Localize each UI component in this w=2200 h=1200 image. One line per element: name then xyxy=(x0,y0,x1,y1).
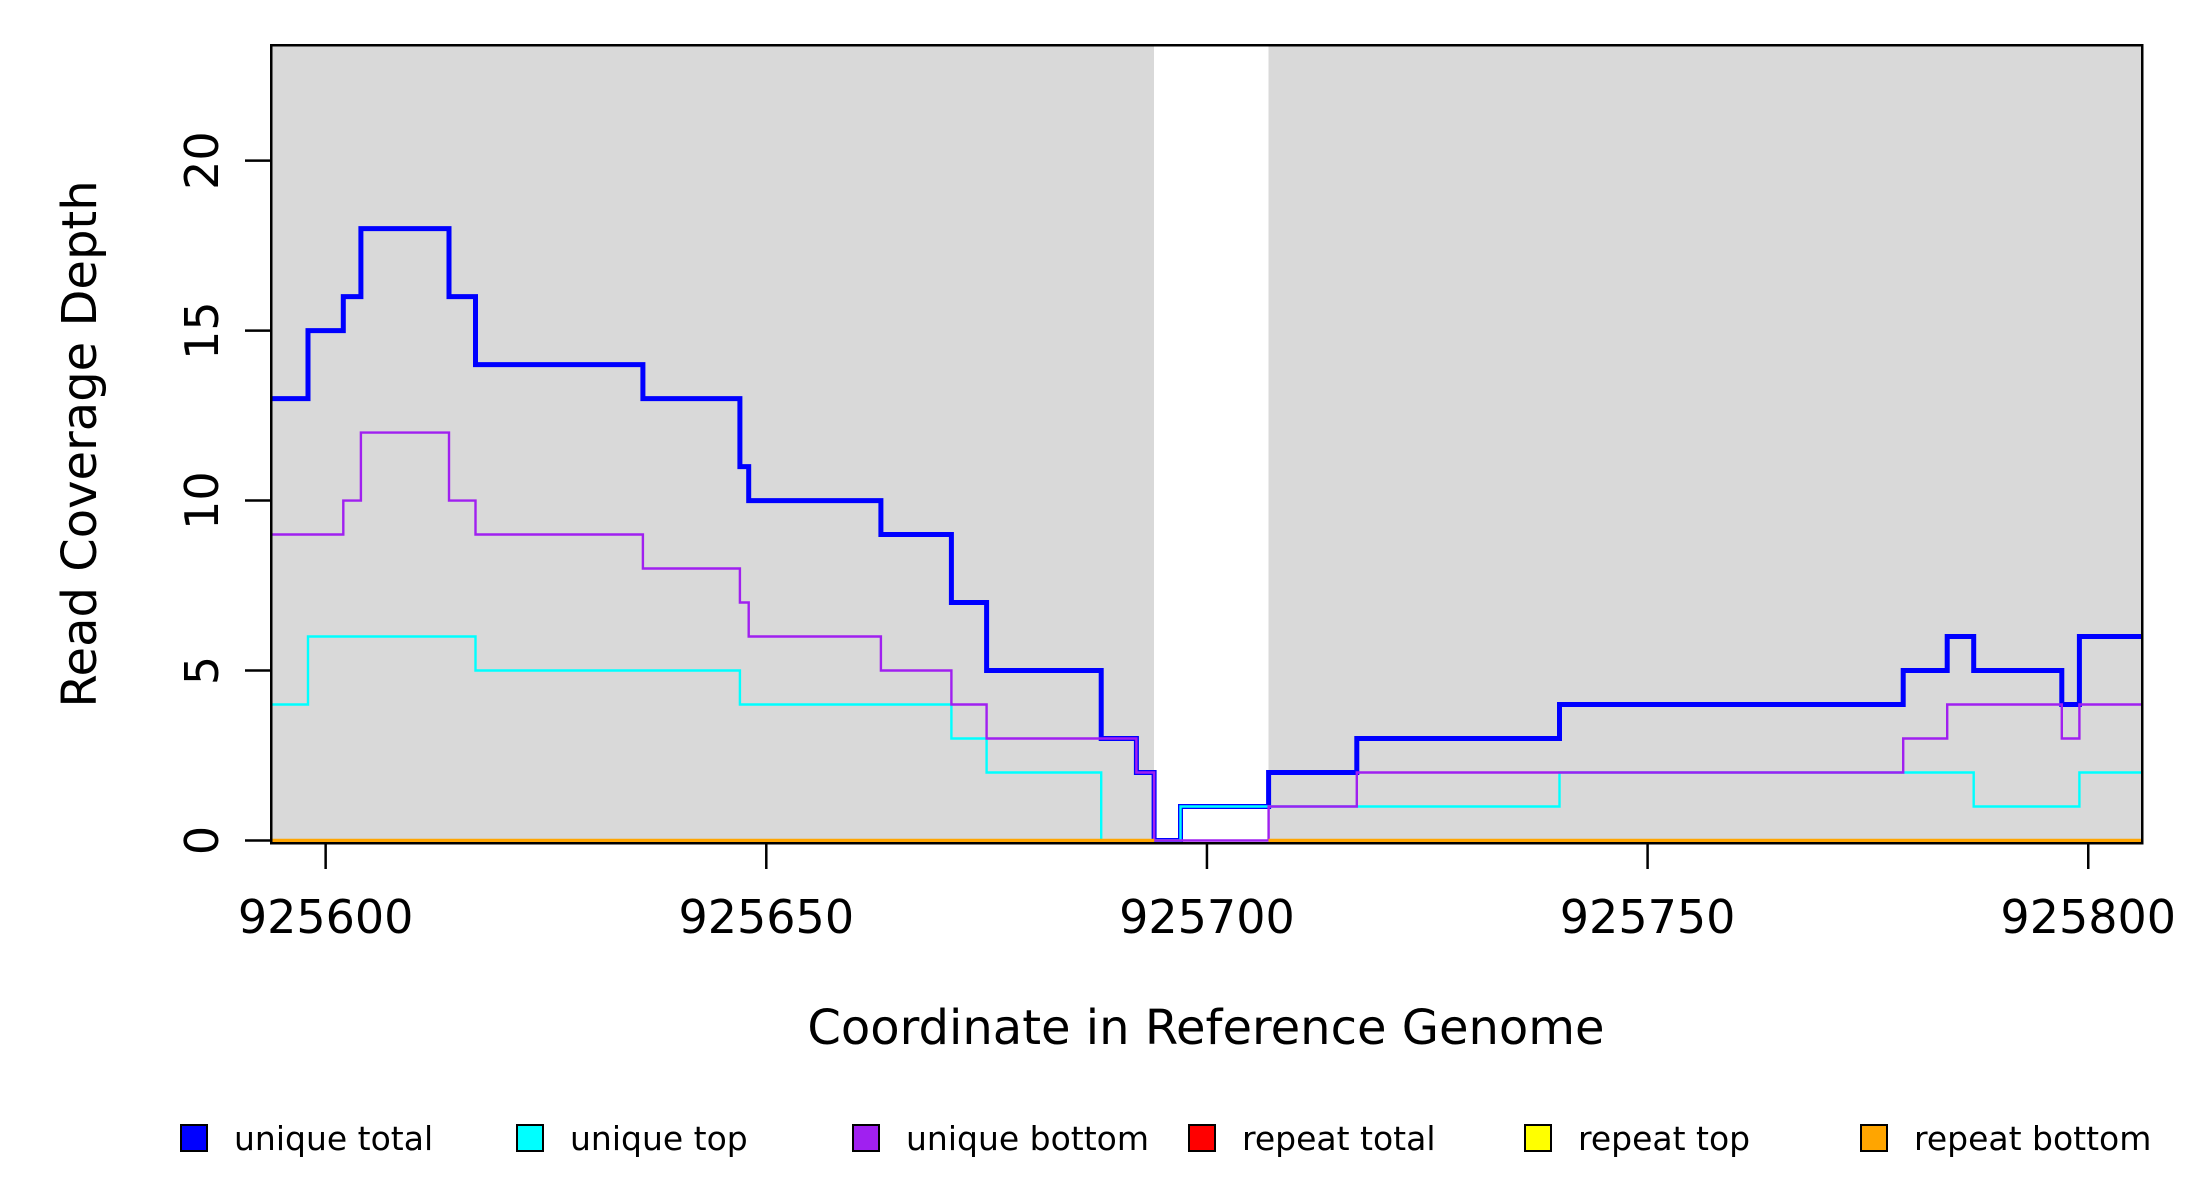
legend-swatch-unique-bottom xyxy=(852,1124,880,1152)
x-axis-title: Coordinate in Reference Genome xyxy=(807,1000,1604,1056)
legend-swatch-unique-total xyxy=(180,1124,208,1152)
series-line-unique-top xyxy=(271,635,2142,842)
legend-item-repeat-top: repeat top xyxy=(1524,1119,1750,1158)
legend-label-unique-total: unique total xyxy=(234,1119,433,1158)
x-tick-label: 925700 xyxy=(1119,890,1295,944)
y-tick-label: 0 xyxy=(175,826,229,855)
legend-swatch-repeat-top xyxy=(1524,1124,1552,1152)
series-line-unique-total xyxy=(271,226,2142,843)
y-tick-label: 15 xyxy=(175,301,229,360)
plot-generated-content: 925600 925650 925700 925750 925800 0 5 10 15 20 xyxy=(175,43,2176,944)
legend-label-unique-bottom: unique bottom xyxy=(906,1119,1149,1158)
y-tick-label: 10 xyxy=(175,471,229,530)
legend-item-repeat-total: repeat total xyxy=(1188,1119,1436,1158)
legend-label-unique-top: unique top xyxy=(570,1119,748,1158)
legend: unique total unique top unique bottom repea… xyxy=(180,1119,2151,1158)
legend-swatch-unique-top xyxy=(516,1124,544,1152)
legend-item-unique-bottom: unique bottom xyxy=(852,1119,1149,1158)
legend-item-unique-total: unique total xyxy=(180,1119,433,1158)
y-axis-title: Read Coverage Depth xyxy=(52,180,108,707)
legend-swatch-repeat-total xyxy=(1188,1124,1216,1152)
covered-region-right xyxy=(1268,45,2142,843)
y-tick-label: 5 xyxy=(175,656,229,685)
legend-swatch-repeat-bottom xyxy=(1860,1124,1888,1152)
x-tick-label: 925750 xyxy=(1560,890,1736,944)
legend-label-repeat-total: repeat total xyxy=(1242,1119,1436,1158)
series-line-unique-bottom xyxy=(271,431,2142,842)
y-tick-label: 20 xyxy=(175,131,229,190)
x-tick-label: 925800 xyxy=(2000,890,2176,944)
legend-item-unique-top: unique top xyxy=(516,1119,748,1158)
x-tick-label: 925600 xyxy=(238,890,414,944)
x-tick-label: 925650 xyxy=(678,890,854,944)
legend-label-repeat-top: repeat top xyxy=(1578,1119,1750,1158)
legend-item-repeat-bottom: repeat bottom xyxy=(1860,1119,2151,1158)
legend-label-repeat-bottom: repeat bottom xyxy=(1914,1119,2151,1158)
covered-region-left xyxy=(271,45,1155,843)
